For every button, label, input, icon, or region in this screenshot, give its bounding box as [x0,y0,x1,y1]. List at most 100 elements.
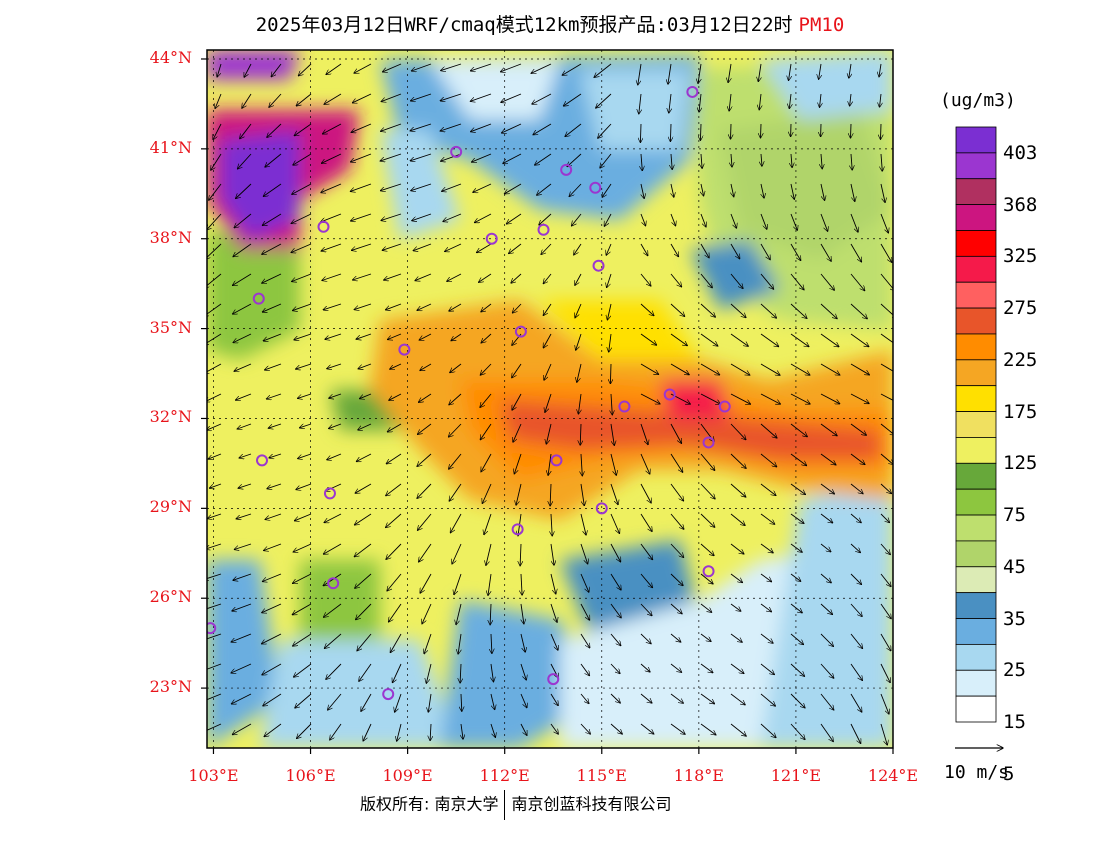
wind-vector [700,483,715,499]
wind-vector [356,333,372,339]
wind-vector [596,93,612,108]
wind-vector [610,363,611,384]
wind-vector [670,123,671,142]
wind-vector [354,63,372,73]
wind-vector [440,93,462,101]
wind-vector [730,513,745,526]
legend-label: 25 [1003,659,1026,682]
wind-vector [850,453,865,465]
wind-vector [410,123,432,131]
wind-vector [323,303,342,310]
wind-vector [575,303,582,318]
legend-color-box [955,592,997,619]
wind-vector [670,243,679,257]
wind-vector [729,93,731,111]
wind-vector [244,63,252,77]
wind-vector [820,363,840,375]
wind-vector [761,123,762,138]
wind-vector [820,393,840,404]
wind-vector [388,333,402,340]
wind-vector [850,603,862,617]
wind-vector [639,93,641,114]
wind-vector [880,333,893,344]
wind-vector [381,93,402,102]
wind-vector [606,243,612,255]
wind-vector [233,333,252,343]
wind-vector [321,153,342,163]
wind-vector [321,213,342,222]
wind-vector [790,213,797,230]
city-marker [663,388,676,401]
wind-vector [449,393,462,405]
legend-color-box [955,411,997,438]
lat-label: 26°N [149,587,192,607]
legend-color-box [955,643,997,671]
wind-vector [324,633,342,648]
city-marker [323,487,336,500]
wind-vector [760,513,775,524]
wind-vector [233,243,252,257]
wind-vector [264,723,282,737]
wind-vector [760,423,777,438]
wind-vector [240,123,252,139]
wind-vector [640,573,653,588]
legend-color-box [955,462,997,490]
wind-vector [350,183,372,191]
wind-vector [881,153,882,171]
wind-vector [600,153,612,168]
wind-vector [611,393,612,415]
wind-vector [670,333,687,346]
legend-label: 45 [1003,555,1026,578]
wind-vector [417,303,432,310]
wind-vector [539,213,552,225]
copyright-separator [504,790,506,820]
wind-vector [700,603,712,612]
wind-vector [670,213,676,226]
wind-vector [668,63,672,84]
wind-vector [486,543,492,565]
wind-vector [789,93,791,109]
wind-vector [701,183,704,196]
wind-vector [699,93,701,112]
wind-vector [324,603,342,617]
wind-vector [638,63,642,85]
wind-vector [321,183,342,193]
wind-vector [291,213,312,224]
city-marker [718,400,731,413]
wind-vector [760,543,773,553]
wind-vector [670,303,685,316]
wind-vector [610,483,618,505]
wind-vector [420,573,432,593]
wind-vector [700,213,706,227]
wind-vector [880,213,888,233]
wind-vector [418,423,432,434]
wind-vector [329,423,342,429]
legend-label: 225 [1003,348,1038,371]
wind-vector [242,93,252,108]
lon-label: 106°E [285,766,336,785]
wind-vector [880,633,891,651]
wind-vector [700,723,716,735]
wind-vector [670,693,683,703]
wind-vector [386,483,402,496]
wind-vector [543,273,552,284]
wind-vector [760,723,776,738]
wind-vector [610,693,620,703]
wind-vector [580,603,590,620]
legend-color-box [955,255,997,283]
wind-vector [208,453,222,459]
wind-vector [700,303,715,317]
wind-vector [700,513,715,527]
wind-vector [545,393,552,412]
lon-label: 124°E [867,766,919,785]
wind-vector [271,63,282,77]
wind-vector [363,723,372,741]
wind-vector [294,513,312,521]
wind-vector [300,423,312,428]
wind-vector [207,573,222,580]
wind-vector [217,63,222,77]
wind-vector [670,483,684,501]
wind-vector [211,153,222,170]
wind-vector [262,603,282,613]
city-marker [514,325,527,338]
